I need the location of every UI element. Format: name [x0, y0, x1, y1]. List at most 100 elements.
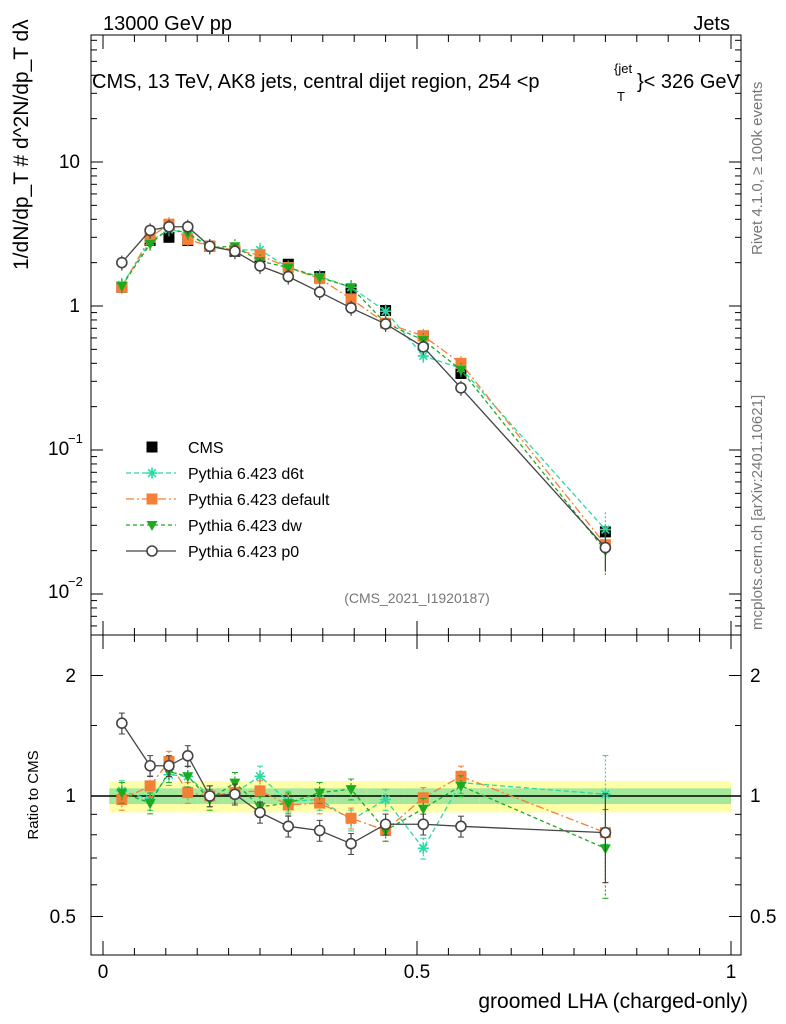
ytick-main-10: 10: [59, 152, 80, 173]
legend-marker-pythia-6-423-dw: [146, 521, 158, 531]
main-point-pythia-6-423-p0: [313, 286, 326, 298]
main-point-pythia-6-423-dw: [144, 239, 156, 250]
legend-marker-cms: [146, 441, 158, 453]
legend-label-p0: Pythia 6.423 p0: [188, 544, 299, 561]
ytick-ratio-right-1: 1: [750, 786, 761, 807]
legend-label-dw: Pythia 6.423 dw: [188, 518, 302, 535]
ratio-point-pythia-6-423-p0: [181, 750, 194, 762]
ytick-ratio-1: 1: [65, 786, 76, 807]
legend: CMS Pythia 6.423 d6t Pythia 6.423 defaul…: [126, 440, 330, 561]
xtick-0: 0: [98, 962, 109, 983]
main-point-pythia-6-423-dw: [282, 263, 294, 274]
ratio-point-pythia-6-423-default: [417, 792, 429, 804]
main-point-pythia-6-423-p0: [181, 220, 194, 233]
ratio-line-pythia-6-423-d6t: [121, 774, 606, 850]
ratio-point-pythia-6-423-p0: [116, 717, 128, 730]
ytick-main-0.01: 10 −2: [48, 574, 83, 603]
main-point-pythia-6-423-dw: [314, 273, 326, 284]
legend-marker-pythia-6-423-p0: [146, 545, 158, 557]
title-end: }< 326 GeV: [637, 71, 741, 93]
legend-label-d6t: Pythia 6.423 d6t: [188, 466, 304, 483]
ratio-point-pythia-6-423-default: [182, 787, 194, 799]
svg-text:−2: −2: [68, 574, 83, 589]
main-point-pythia-6-423-default: [417, 330, 429, 342]
main-point-pythia-6-423-p0: [455, 382, 467, 394]
main-line-pythia-6-423-d6t: [121, 228, 606, 531]
xlabel: groomed LHA (charged-only): [478, 990, 748, 1013]
ratio-point-pythia-6-423-p0: [229, 788, 241, 801]
chart-title: CMS, 13 TeV, AK8 jets, central dijet reg…: [92, 61, 741, 104]
main-point-cms: [163, 231, 175, 243]
ratio-line-pythia-6-423-dw: [121, 770, 606, 849]
main-point-pythia-6-423-d6t: [599, 524, 611, 536]
ratio-point-pythia-6-423-dw: [144, 799, 156, 810]
ylabel-ratio: Ratio to CMS: [25, 750, 42, 839]
main-point-pythia-6-423-p0: [116, 256, 128, 269]
rivet-label: Rivet 4.1.0, ≥ 100k events: [749, 82, 766, 255]
ratio-point-pythia-6-423-p0: [163, 759, 175, 772]
mcplots-label: mcplots.cern.ch [arXiv:2401.10621]: [749, 395, 766, 630]
main-point-pythia-6-423-p0: [417, 341, 430, 353]
ratio-point-pythia-6-423-p0: [345, 837, 357, 850]
ratio-point-pythia-6-423-p0: [203, 790, 216, 802]
svg-text:−1: −1: [68, 431, 83, 446]
ratio-point-pythia-6-423-dw: [314, 788, 326, 799]
ratio-point-pythia-6-423-dw: [455, 781, 467, 792]
ytick-ratio-right-0.5: 0.5: [750, 907, 776, 928]
main-point-pythia-6-423-p0: [163, 220, 175, 233]
legend-marker-pythia-6-423-d6t: [146, 467, 158, 479]
legend-label-default: Pythia 6.423 default: [188, 492, 330, 509]
legend-label-cms: CMS: [188, 440, 224, 457]
ratio-point-pythia-6-423-dw: [417, 804, 429, 815]
main-point-pythia-6-423-p0: [203, 240, 216, 253]
xtick-1: 1: [726, 962, 737, 983]
main-point-pythia-6-423-dw: [455, 365, 467, 376]
analysis-tag: (CMS_2021_I1920187): [344, 590, 490, 606]
ratio-point-pythia-6-423-d6t: [254, 770, 266, 782]
header-left: 13000 GeV pp: [103, 13, 232, 35]
main-axis-ticks: [91, 35, 741, 955]
ratio-point-pythia-6-423-dw: [282, 799, 294, 810]
main-point-pythia-6-423-p0: [282, 270, 295, 283]
ylabel-main-text: 1/dN/dp_T # d^2N/dp_T dλ: [10, 19, 33, 270]
ratio-point-pythia-6-423-p0: [599, 826, 612, 839]
ratio-point-pythia-6-423-default: [254, 785, 266, 797]
svg-text:10: 10: [48, 582, 69, 603]
ratio-point-pythia-6-423-default: [345, 812, 357, 824]
ratio-point-pythia-6-423-p0: [282, 820, 295, 833]
ratio-panel-frame: [90, 634, 742, 956]
ytick-ratio-2: 2: [65, 666, 76, 687]
ytick-main-1: 1: [69, 296, 80, 317]
ratio-point-pythia-6-423-p0: [379, 818, 392, 831]
ratio-point-pythia-6-423-default: [144, 780, 156, 792]
main-series: [116, 217, 612, 575]
main-point-pythia-6-423-p0: [379, 318, 392, 330]
ratio-point-pythia-6-423-dw: [345, 785, 357, 796]
ratio-point-pythia-6-423-p0: [313, 824, 326, 837]
main-point-pythia-6-423-p0: [254, 260, 266, 272]
main-point-pythia-6-423-p0: [599, 541, 612, 554]
main-point-pythia-6-423-dw: [345, 283, 357, 294]
ratio-point-pythia-6-423-p0: [144, 759, 156, 772]
ratio-point-pythia-6-423-d6t: [380, 794, 392, 806]
ratio-point-pythia-6-423-d6t: [417, 842, 429, 854]
main-point-pythia-6-423-default: [345, 293, 357, 305]
ratio-point-pythia-6-423-p0: [455, 820, 467, 833]
header-right: Jets: [693, 13, 730, 35]
ratio-point-pythia-6-423-dw: [229, 778, 241, 789]
legend-marker-pythia-6-423-default: [146, 493, 158, 505]
title-main: CMS, 13 TeV, AK8 jets, central dijet reg…: [92, 71, 540, 93]
ratio-point-pythia-6-423-dw: [116, 788, 128, 799]
ytick-ratio-right-2: 2: [750, 666, 761, 687]
main-point-pythia-6-423-p0: [229, 245, 241, 258]
ratio-point-pythia-6-423-p0: [254, 806, 266, 819]
main-point-pythia-6-423-p0: [345, 302, 357, 314]
main-point-pythia-6-423-d6t: [380, 305, 392, 317]
ytick-ratio-0.5: 0.5: [50, 907, 76, 928]
ytick-main-0.1: 10 −1: [48, 431, 83, 460]
main-point-pythia-6-423-dw: [116, 281, 128, 292]
main-point-pythia-6-423-d6t: [417, 350, 429, 362]
ratio-point-pythia-6-423-dw: [182, 772, 194, 783]
main-point-pythia-6-423-p0: [144, 224, 156, 237]
